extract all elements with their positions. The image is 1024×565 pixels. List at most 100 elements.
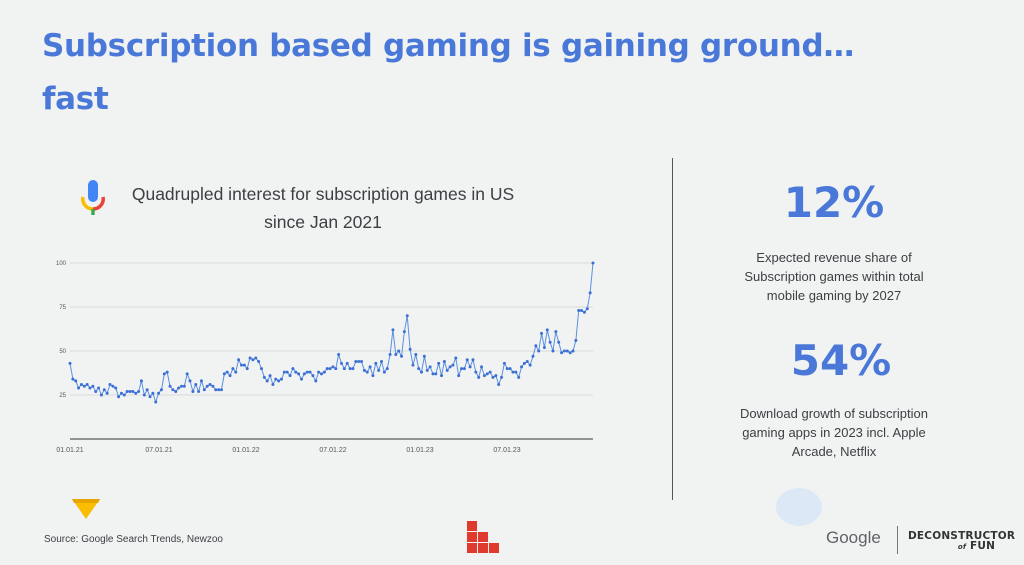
data-point (468, 365, 472, 369)
google-ads-triangle-icon (72, 499, 100, 519)
data-point (442, 360, 446, 364)
data-point (177, 386, 181, 390)
data-point (231, 367, 235, 371)
data-point (302, 372, 306, 376)
mic-icon (81, 180, 105, 215)
data-point (79, 382, 83, 386)
data-point (520, 365, 524, 369)
google-logo: Google (826, 528, 881, 547)
data-point (405, 314, 409, 318)
dof-logo-main: DECONSTRUCTOR (908, 530, 1016, 542)
data-point (105, 391, 109, 395)
data-point (471, 358, 475, 362)
data-point (271, 382, 275, 386)
data-point (297, 372, 301, 376)
stat-description-line: mobile gaming by 2027 (766, 288, 902, 303)
data-point (145, 388, 149, 392)
data-point (540, 331, 544, 335)
data-point (85, 382, 89, 386)
data-point (68, 361, 72, 365)
data-point (334, 367, 338, 371)
data-point (357, 360, 361, 364)
data-point (531, 354, 535, 358)
data-point (165, 370, 169, 374)
data-point (202, 388, 206, 392)
data-point (305, 370, 309, 374)
data-point (331, 365, 335, 369)
chart-caption: Quadrupled interest for subscription gam… (78, 180, 568, 236)
data-point (294, 370, 298, 374)
data-point (259, 367, 263, 371)
data-point (414, 353, 418, 357)
data-point (585, 307, 589, 311)
data-point (505, 367, 509, 371)
deconstructor-of-fun-logo: DECONSTRUCTOR of FUN (908, 531, 1015, 552)
data-point (365, 370, 369, 374)
data-point (371, 374, 375, 378)
data-point (188, 379, 192, 383)
x-tick-label: 07.01.22 (319, 447, 346, 454)
data-point (237, 358, 241, 362)
data-point (342, 367, 346, 371)
data-point (560, 351, 564, 355)
stat-description-line: Download growth of subscription (740, 406, 928, 421)
data-point (591, 261, 595, 265)
x-tick-label: 07.01.21 (145, 447, 172, 454)
data-point (500, 375, 504, 379)
data-point (351, 367, 355, 371)
data-point (228, 374, 232, 378)
data-point (374, 361, 378, 365)
data-point (574, 338, 578, 342)
data-point (408, 347, 412, 351)
data-point (362, 368, 366, 372)
source-note: Source: Google Search Trends, Newzoo (44, 534, 223, 545)
data-point (179, 384, 183, 388)
data-point (577, 309, 581, 313)
data-point (191, 389, 195, 393)
data-point (485, 372, 489, 376)
data-point (385, 367, 389, 371)
data-point (511, 370, 515, 374)
data-point (582, 310, 586, 314)
data-point (137, 389, 141, 393)
data-point (397, 349, 401, 353)
data-point (279, 377, 283, 381)
data-point (434, 372, 438, 376)
data-point (325, 367, 329, 371)
data-point (168, 384, 172, 388)
data-point (554, 330, 558, 334)
data-point (219, 388, 223, 392)
data-point (125, 389, 129, 393)
decorative-blob (776, 488, 822, 526)
data-point (291, 367, 295, 371)
y-tick-label: 75 (59, 305, 66, 311)
data-point (360, 360, 364, 364)
data-point (497, 382, 501, 386)
data-point (197, 389, 201, 393)
slide-title-line-2: fast (42, 81, 109, 117)
data-point (277, 379, 281, 383)
data-point (111, 384, 115, 388)
dof-logo-of: of (957, 543, 967, 551)
data-point (454, 356, 458, 360)
data-point (134, 391, 138, 395)
data-point (568, 351, 572, 355)
data-point (380, 360, 384, 364)
chart-caption-line-2: since Jan 2021 (264, 212, 382, 232)
data-point (234, 370, 238, 374)
data-point (425, 368, 429, 372)
data-point (422, 354, 426, 358)
logo-separator (897, 526, 898, 554)
data-point (428, 365, 432, 369)
data-point (588, 291, 592, 295)
data-point (128, 389, 132, 393)
data-point (97, 386, 101, 390)
dof-logo-fun: FUN (970, 540, 996, 552)
data-point (545, 328, 549, 332)
data-point (394, 353, 398, 357)
data-point (91, 384, 95, 388)
data-point (151, 391, 155, 395)
data-point (82, 384, 86, 388)
data-point (551, 349, 555, 353)
data-point (268, 374, 272, 378)
